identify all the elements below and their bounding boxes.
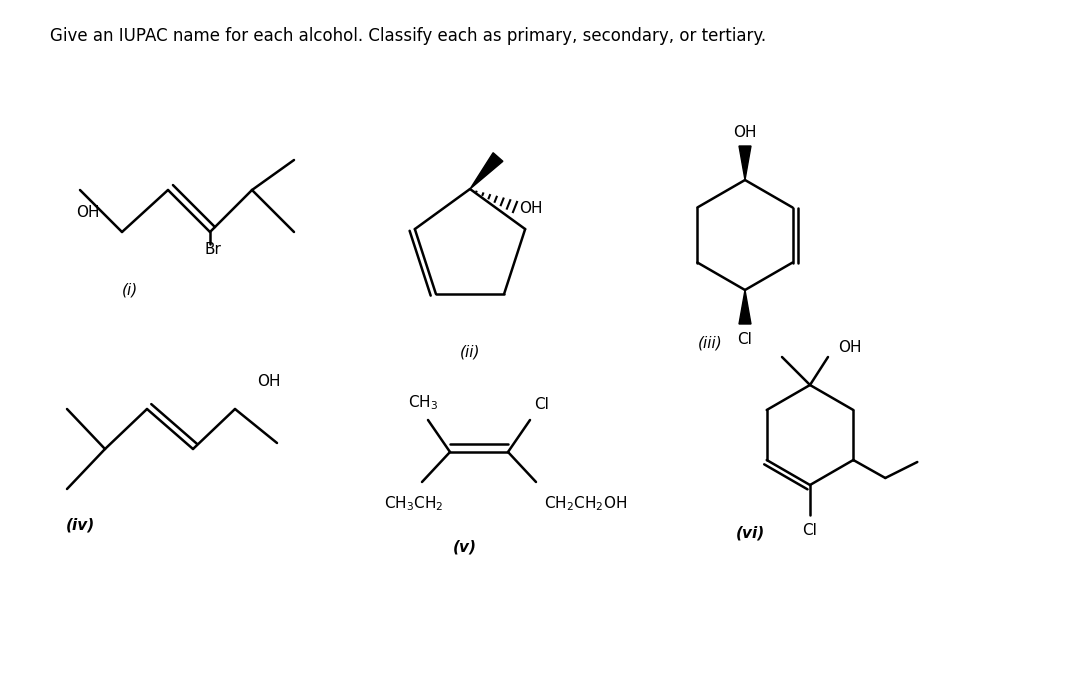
Text: (v): (v) [453,539,477,554]
Polygon shape [470,153,503,189]
Text: OH: OH [838,339,862,354]
Text: CH$_2$CH$_2$OH: CH$_2$CH$_2$OH [544,494,627,513]
Text: Give an IUPAC name for each alcohol. Classify each as primary, secondary, or ter: Give an IUPAC name for each alcohol. Cla… [50,27,766,45]
Polygon shape [739,290,751,324]
Text: (iii): (iii) [698,335,723,350]
Text: OH: OH [77,205,100,220]
Text: Cl: Cl [534,397,549,412]
Text: CH$_3$CH$_2$: CH$_3$CH$_2$ [384,494,444,513]
Text: (vi): (vi) [735,526,765,541]
Text: (i): (i) [122,282,138,297]
Text: OH: OH [519,201,542,216]
Text: Cl: Cl [738,332,753,347]
Text: CH$_3$: CH$_3$ [408,393,438,412]
Text: (iv): (iv) [66,517,95,532]
Polygon shape [739,146,751,180]
Text: Br: Br [204,242,221,257]
Text: OH: OH [257,374,281,389]
Text: Cl: Cl [802,523,818,538]
Text: (ii): (ii) [460,344,481,359]
Text: OH: OH [733,125,757,140]
